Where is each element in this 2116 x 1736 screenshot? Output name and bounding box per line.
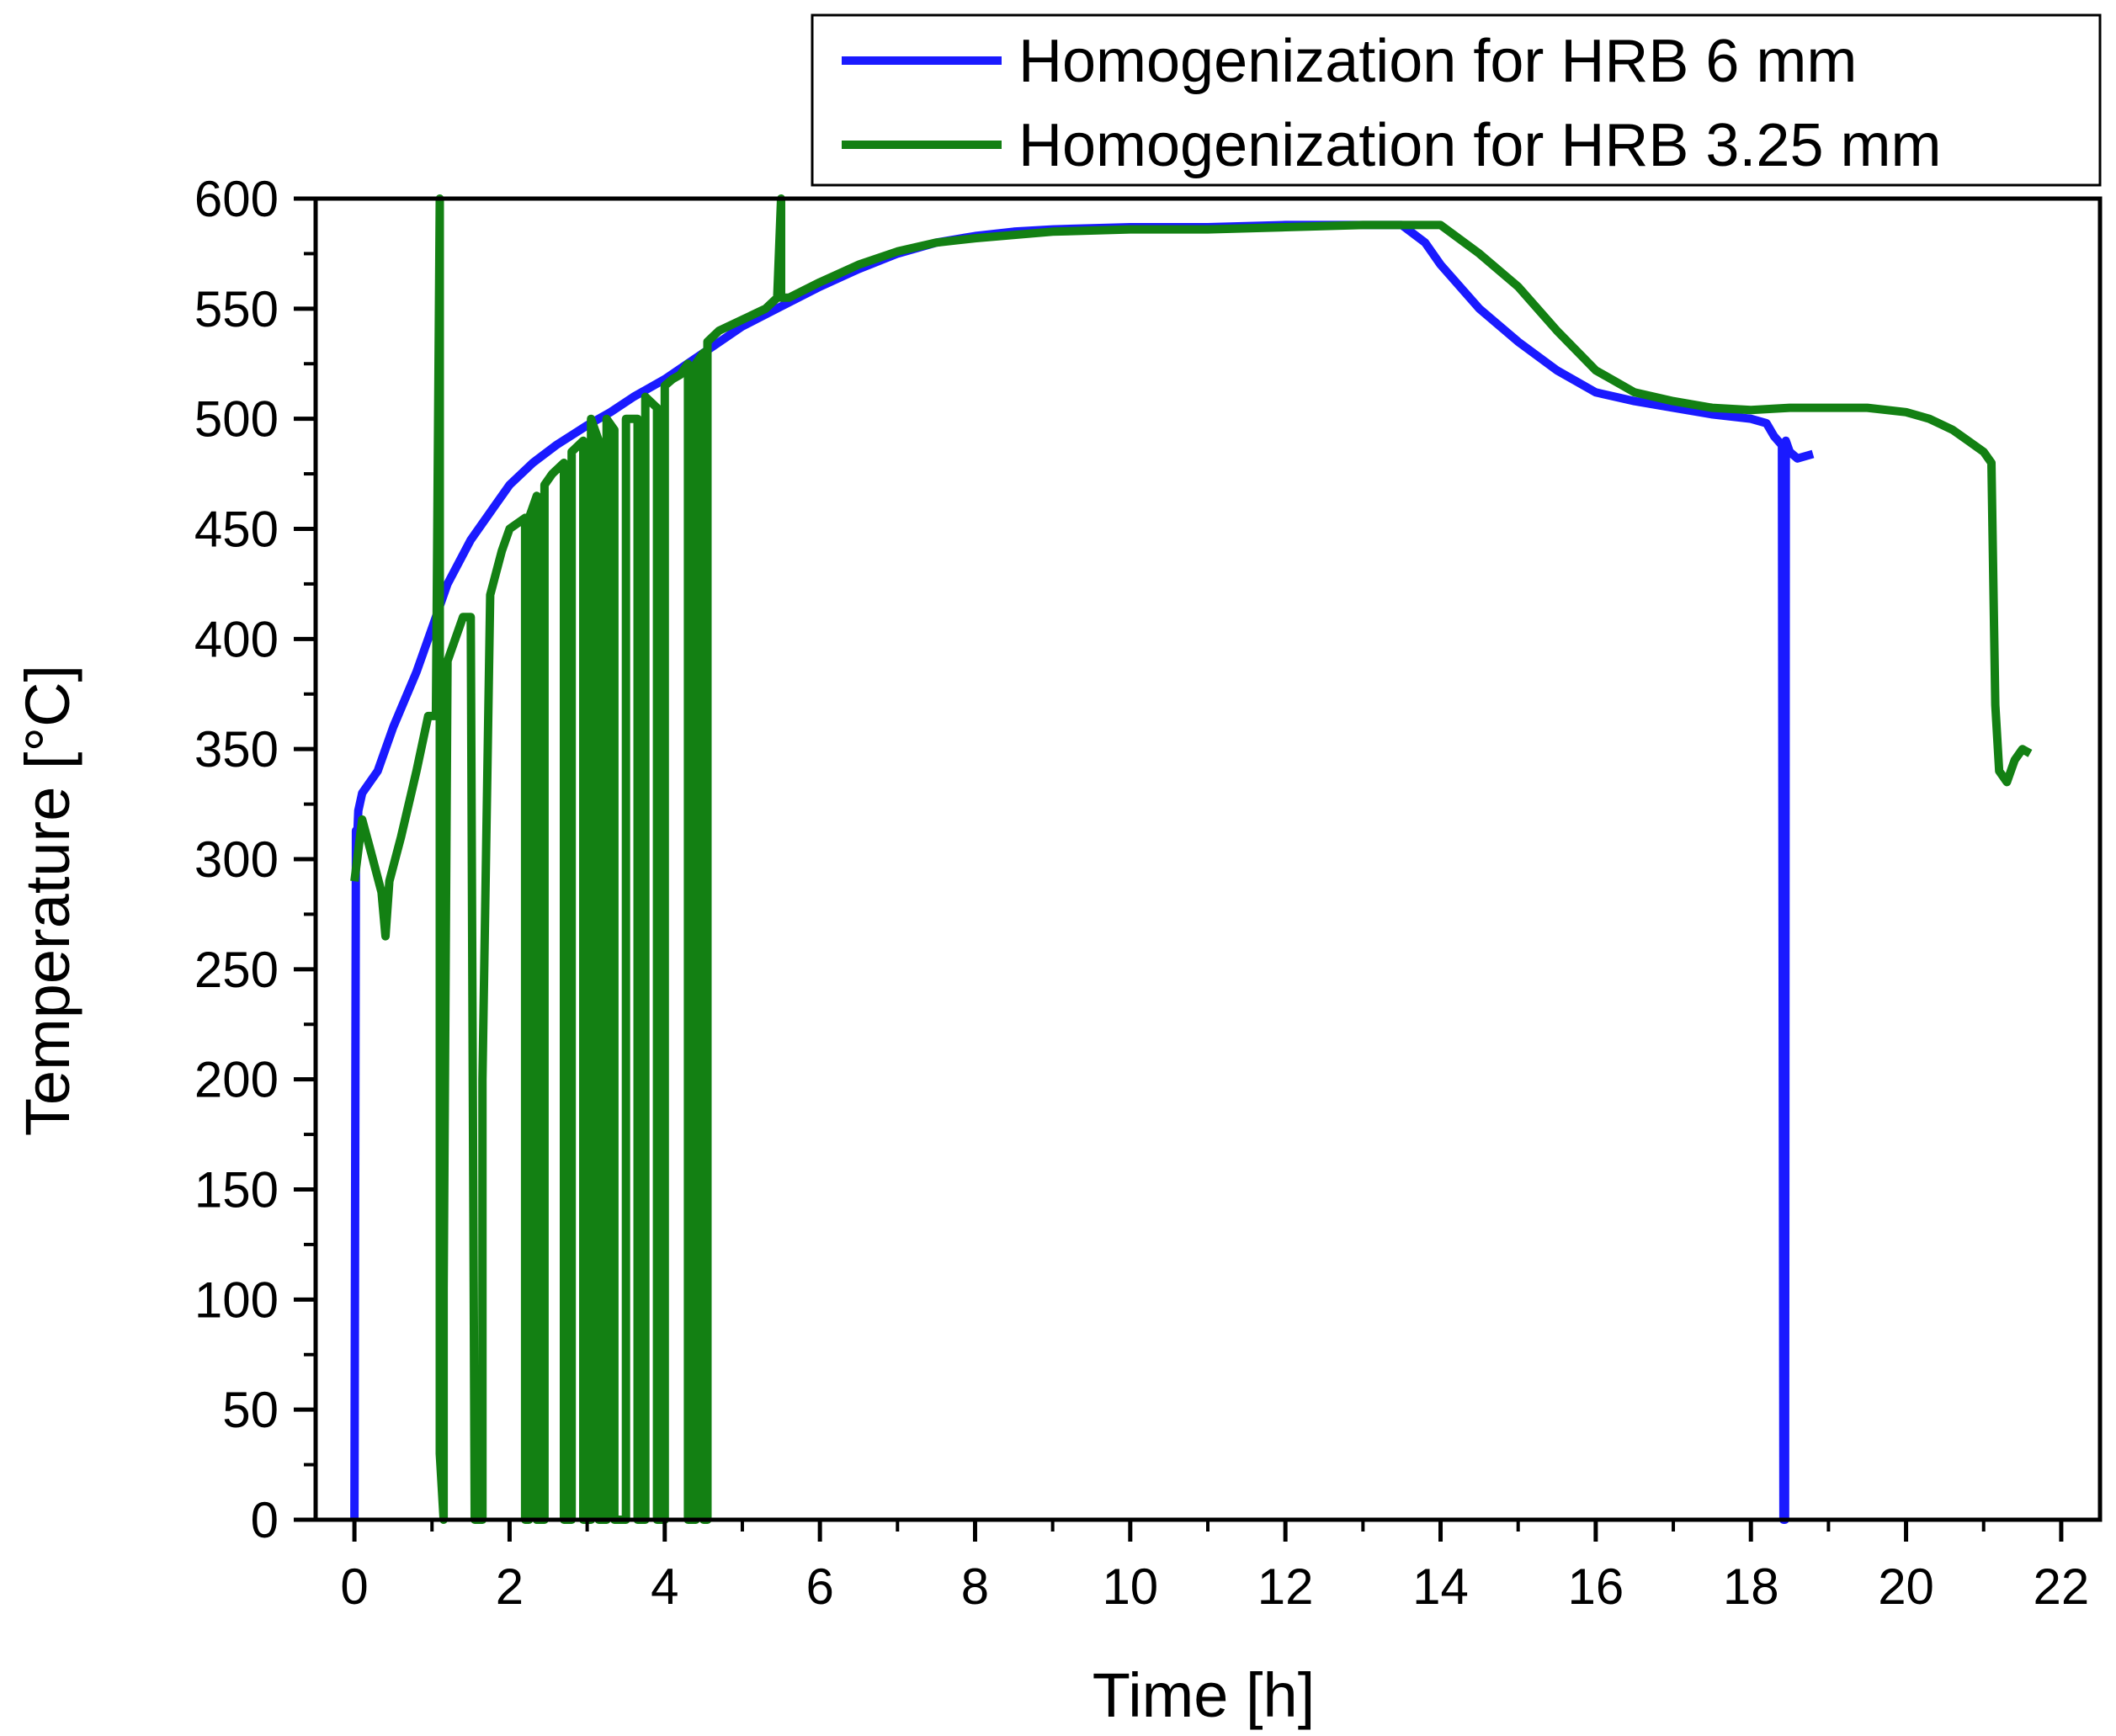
- y-tick-label: 300: [194, 831, 279, 888]
- legend-label: Homogenization for HRB 6 mm: [1018, 28, 1857, 95]
- y-tick-label: 450: [194, 502, 279, 558]
- x-tick-label: 20: [1878, 1558, 1934, 1615]
- y-tick-label: 500: [194, 391, 279, 448]
- legend: Homogenization for HRB 6 mm Homogenizatio…: [811, 13, 2102, 187]
- y-tick-label: 0: [251, 1492, 279, 1548]
- y-tick-label: 50: [222, 1382, 279, 1438]
- x-tick-label: 22: [2034, 1558, 2090, 1615]
- legend-box: [811, 13, 2102, 187]
- y-axis-label: Temperature [°C]: [13, 665, 82, 1136]
- x-tick-label: 12: [1257, 1558, 1314, 1615]
- x-tick-label: 2: [496, 1558, 524, 1615]
- y-tick-label: 250: [194, 942, 279, 998]
- y-tick-label: 550: [194, 281, 279, 337]
- x-tick-label: 18: [1723, 1558, 1779, 1615]
- y-tick-label: 100: [194, 1271, 279, 1328]
- legend-label: Homogenization for HRB 3.25 mm: [1018, 112, 1941, 179]
- x-tick-label: 0: [340, 1558, 368, 1615]
- y-tick-label: 200: [194, 1052, 279, 1108]
- x-tick-label: 10: [1102, 1558, 1158, 1615]
- y-tick-label: 150: [194, 1162, 279, 1218]
- plot-series-group: [350, 194, 2033, 1524]
- y-tick-label: 350: [194, 721, 279, 778]
- x-axis-label: Time [h]: [1093, 1660, 1316, 1730]
- x-tick-label: 14: [1412, 1558, 1469, 1615]
- x-tick-label: 6: [805, 1558, 833, 1615]
- x-tick-label: 8: [961, 1558, 989, 1615]
- x-tick-label: 16: [1567, 1558, 1624, 1615]
- x-tick-label: 4: [651, 1558, 678, 1615]
- series-line-2: [350, 194, 2033, 1524]
- axes: 0 2 4 6 8 10 12 14 16 18 20 22 0 50 100 150 200 250 300 350…: [194, 171, 2103, 1615]
- y-tick-label: 600: [194, 171, 279, 227]
- y-tick-label: 400: [194, 611, 279, 667]
